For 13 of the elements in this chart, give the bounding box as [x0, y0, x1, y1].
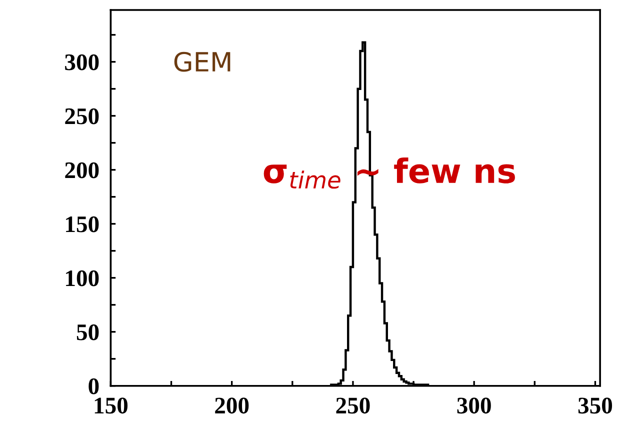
y-tick-label: 50 [76, 324, 99, 340]
y-tick-label: 300 [65, 54, 99, 70]
x-tick-label: 250 [336, 398, 370, 414]
y-tick-label: 150 [66, 216, 99, 232]
x-tick-label: 200 [215, 398, 249, 414]
annotation: GEM [174, 52, 230, 72]
x-tick-label: 350 [578, 398, 612, 414]
x-tick-label: 150 [94, 398, 128, 414]
x-tick-label: 300 [457, 398, 491, 414]
y-tick-label: 250 [65, 108, 99, 124]
y-tick-label: 100 [66, 270, 99, 286]
y-tick-label: 200 [65, 162, 99, 178]
y-tick-label: 0 [88, 378, 99, 394]
